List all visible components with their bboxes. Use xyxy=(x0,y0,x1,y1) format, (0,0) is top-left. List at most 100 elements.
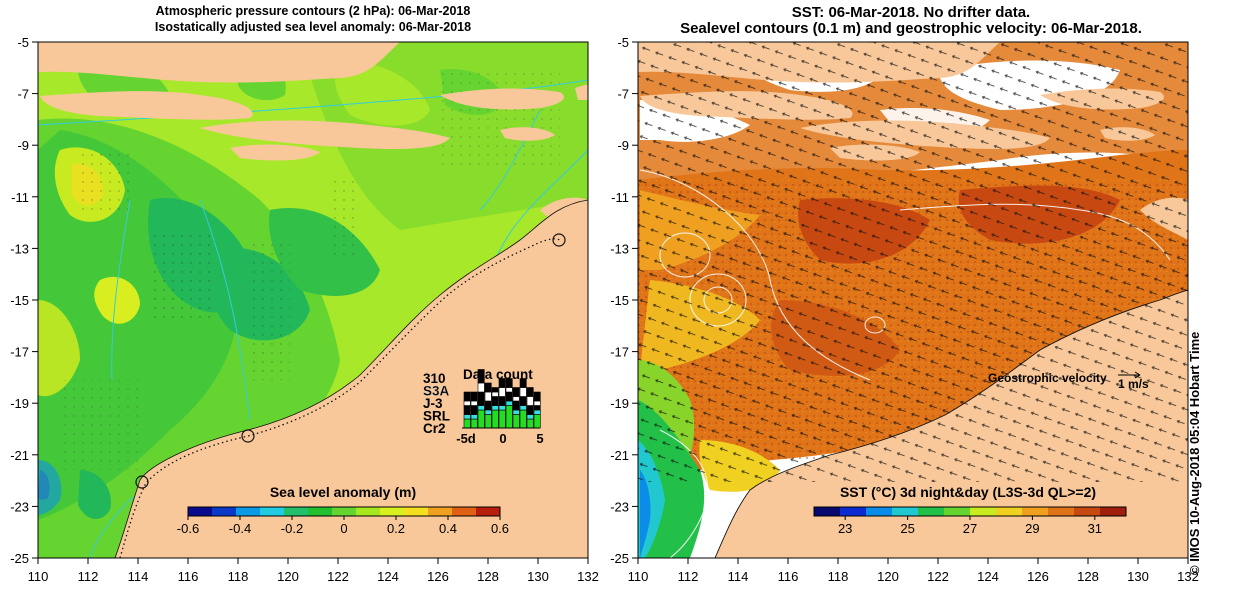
geostrophic-arrows xyxy=(638,42,1188,482)
colorbar-swatch xyxy=(944,507,971,516)
lat-tick-label: -15 xyxy=(610,293,629,308)
data-count-bar xyxy=(519,405,527,411)
data-count-bar xyxy=(491,391,499,397)
colorbar-swatch xyxy=(918,507,945,516)
data-count-bar xyxy=(526,414,534,420)
data-count-bar xyxy=(477,409,485,429)
lat-tick-label: -25 xyxy=(610,551,629,566)
colorbar-swatch xyxy=(284,507,309,516)
data-count-bar xyxy=(533,409,541,415)
data-count-bar xyxy=(519,387,527,397)
data-count-bar xyxy=(491,405,499,411)
lon-tick-label: 124 xyxy=(977,569,999,584)
sla-colorbar: Sea level anomaly (m) -0.6 -0.4 -0.2 0 0.2 0.… xyxy=(177,484,509,536)
right-lat-axis: -5 -7 -9 -11 -13 -15 -17 -19 -21 -23 -25 xyxy=(610,35,638,566)
lon-tick-label: 120 xyxy=(877,569,899,584)
tide-gauge-marker xyxy=(552,233,566,247)
colorbar-tick-label: 25 xyxy=(900,521,914,536)
data-count-tick-label: -5d xyxy=(456,431,476,446)
lat-tick-label: -11 xyxy=(11,190,29,205)
data-count-bar xyxy=(519,396,527,406)
data-count-bar xyxy=(463,418,471,429)
lon-tick-label: 120 xyxy=(277,569,299,584)
lon-tick-label: 128 xyxy=(1077,569,1099,584)
data-count-bar xyxy=(512,400,520,411)
lon-tick-label: 110 xyxy=(628,569,649,584)
data-count-bar xyxy=(526,405,534,415)
data-count-tick-label: 5 xyxy=(536,431,543,446)
data-count-bar xyxy=(533,414,541,429)
data-count-bar xyxy=(526,387,534,397)
left-land xyxy=(38,42,588,558)
colorbar-tick-label: 29 xyxy=(1025,521,1039,536)
colorbar-swatch xyxy=(236,507,261,516)
data-count-bar xyxy=(463,405,471,415)
colorbar-swatch xyxy=(308,507,333,516)
data-count-bar xyxy=(477,391,485,406)
lon-tick-label: 122 xyxy=(927,569,949,584)
data-count-bar xyxy=(484,414,492,429)
data-count-bar xyxy=(463,414,471,420)
data-count-bar xyxy=(498,405,506,411)
pressure-dots xyxy=(60,70,560,470)
left-lat-axis: -5 -7 -9 -11 -13 -15 -17 -19 -21 -23 -25 xyxy=(10,35,38,566)
lon-tick-label: 118 xyxy=(828,569,849,584)
lon-tick-label: 122 xyxy=(327,569,349,584)
colorbar-swatch xyxy=(1074,507,1101,516)
lat-tick-label: -5 xyxy=(17,35,29,50)
data-count-bar xyxy=(519,409,527,429)
colorbar-swatch xyxy=(970,507,997,516)
data-count-bar xyxy=(491,396,499,406)
lon-tick-label: 130 xyxy=(1127,569,1149,584)
lat-tick-label: -17 xyxy=(10,345,29,360)
sat-legend-label: J-3 xyxy=(423,396,443,411)
lat-tick-label: -13 xyxy=(10,241,29,256)
lat-tick-label: -21 xyxy=(10,448,29,463)
lon-tick-label: 116 xyxy=(178,569,199,584)
lat-tick-label: -15 xyxy=(10,293,29,308)
data-count-bar xyxy=(484,382,492,393)
colorbar-swatch xyxy=(428,507,453,516)
colorbar-swatch xyxy=(892,507,919,516)
colorbar-tick-label: -0.6 xyxy=(177,521,199,536)
colorbar-swatch xyxy=(380,507,405,516)
data-count-bar xyxy=(491,387,499,393)
data-count-bar xyxy=(512,387,520,397)
colorbar-tick-label: 0 xyxy=(340,521,347,536)
data-count-bar xyxy=(505,400,513,406)
lon-tick-label: 110 xyxy=(28,569,49,584)
sla-colorbar-label: Sea level anomaly (m) xyxy=(270,484,416,500)
lat-tick-label: -13 xyxy=(610,241,629,256)
lon-tick-label: 114 xyxy=(128,569,149,584)
lon-tick-label: 132 xyxy=(1177,569,1199,584)
data-count-bar xyxy=(505,391,513,402)
lon-tick-label: 124 xyxy=(377,569,399,584)
sat-legend-label: 310 xyxy=(423,371,446,386)
lon-tick-label: 116 xyxy=(778,569,799,584)
colorbar-swatch xyxy=(188,507,213,516)
sst-colorbar: SST (°C) 3d night&day (L3S-3d QL>=2) 23 2… xyxy=(813,484,1127,536)
lon-tick-label: 126 xyxy=(1027,569,1049,584)
colorbar-swatch xyxy=(1100,507,1127,516)
colorbar-swatch xyxy=(332,507,357,516)
colorbar-swatch xyxy=(996,507,1023,516)
lat-tick-label: -9 xyxy=(617,138,629,153)
lon-tick-label: 112 xyxy=(678,569,699,584)
lon-tick-label: 132 xyxy=(577,569,599,584)
colorbar-swatch xyxy=(404,507,429,516)
data-count-bar xyxy=(526,418,534,429)
colorbar-tick-label: 31 xyxy=(1088,521,1102,536)
lat-tick-label: -19 xyxy=(610,396,629,411)
colorbar-swatch xyxy=(212,507,237,516)
colorbar-swatch xyxy=(260,507,285,516)
data-count-bar xyxy=(533,400,541,406)
data-count-bar xyxy=(477,405,485,411)
data-count-bar xyxy=(477,382,485,393)
data-count-bar xyxy=(470,391,478,402)
data-count-bar xyxy=(519,378,527,388)
data-count-bar xyxy=(470,400,478,406)
sat-legend-label: Cr2 xyxy=(423,421,446,436)
data-count-bar xyxy=(484,409,492,415)
